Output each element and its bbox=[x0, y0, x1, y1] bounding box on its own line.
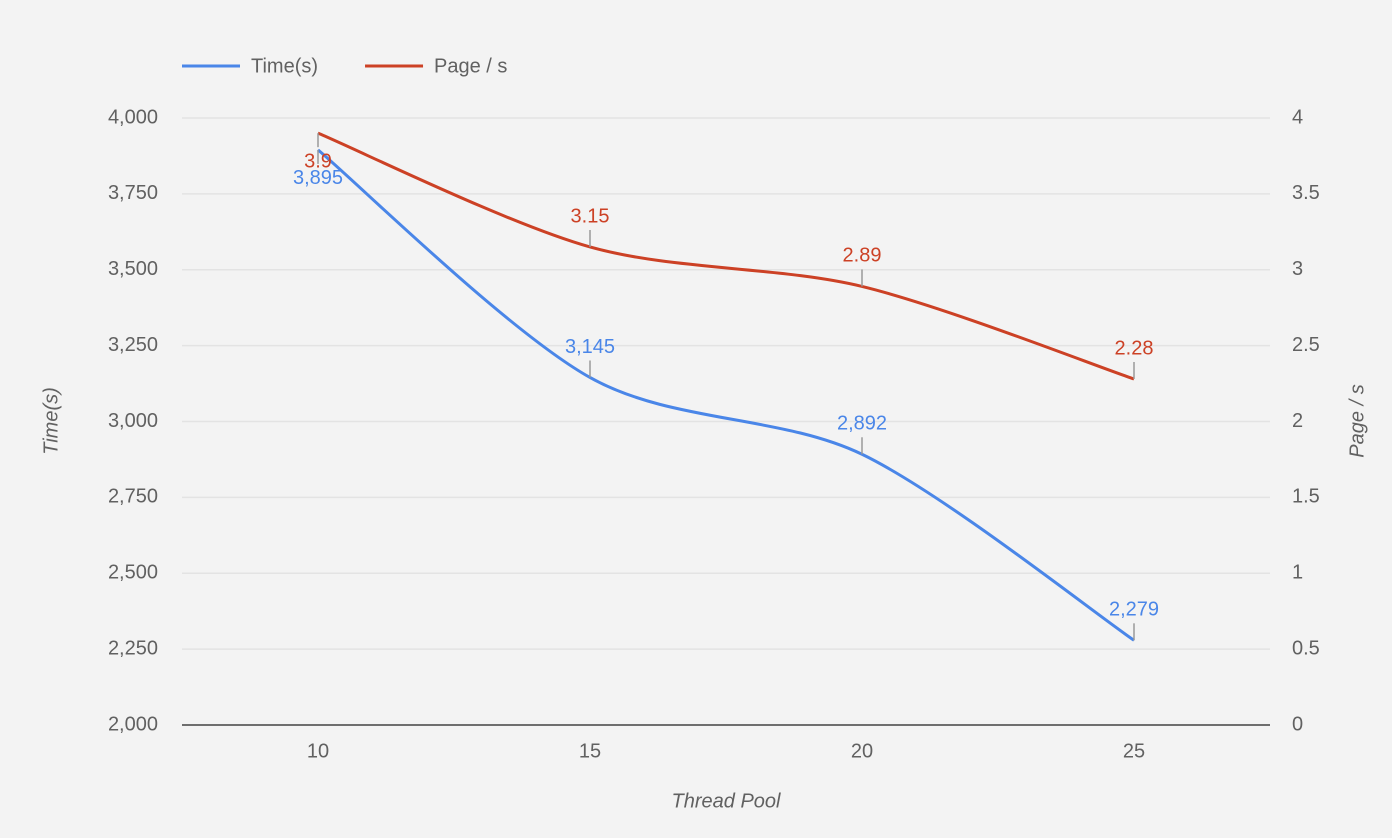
legend-label: Time(s) bbox=[251, 55, 318, 77]
data-label: 2,279 bbox=[1109, 599, 1159, 621]
series-line bbox=[317, 148, 1135, 642]
x-tick-label: 20 bbox=[851, 740, 873, 762]
data-label: 2.28 bbox=[1115, 337, 1154, 359]
y-tick-label: 2,250 bbox=[108, 637, 158, 659]
y-tick-label: 3,750 bbox=[108, 182, 158, 204]
data-label: 2,892 bbox=[837, 413, 887, 435]
y2-tick-label: 2 bbox=[1292, 410, 1303, 432]
x-tick-label: 10 bbox=[307, 740, 329, 762]
y-tick-label: 3,250 bbox=[108, 334, 158, 356]
y2-tick-label: 1 bbox=[1292, 562, 1303, 584]
data-label: 3.9 bbox=[304, 150, 332, 172]
y-tick-label: 3,500 bbox=[108, 258, 158, 280]
data-label: 3.15 bbox=[571, 205, 610, 227]
y-tick-label: 2,500 bbox=[108, 562, 158, 584]
y2-tick-label: 2.5 bbox=[1292, 334, 1320, 356]
y2-axis-title: Page / s bbox=[1346, 384, 1368, 457]
data-label: 3,145 bbox=[565, 336, 615, 358]
y-tick-label: 2,750 bbox=[108, 486, 158, 508]
y-tick-label: 4,000 bbox=[108, 106, 158, 128]
x-tick-label: 25 bbox=[1123, 740, 1145, 762]
y2-tick-label: 0 bbox=[1292, 713, 1303, 735]
y2-tick-label: 0.5 bbox=[1292, 637, 1320, 659]
data-label: 3,895 bbox=[293, 167, 343, 189]
y-tick-label: 3,000 bbox=[108, 410, 158, 432]
y-axis-title: Time(s) bbox=[40, 387, 62, 455]
series-line bbox=[317, 131, 1135, 381]
x-tick-label: 15 bbox=[579, 740, 601, 762]
x-axis-title: Thread Pool bbox=[672, 790, 782, 812]
data-label: 2.89 bbox=[843, 245, 882, 267]
y2-tick-label: 3 bbox=[1292, 258, 1303, 280]
y2-tick-label: 3.5 bbox=[1292, 182, 1320, 204]
y2-tick-label: 1.5 bbox=[1292, 486, 1320, 508]
legend-label: Page / s bbox=[434, 55, 507, 77]
y2-tick-label: 4 bbox=[1292, 106, 1303, 128]
y-tick-label: 2,000 bbox=[108, 713, 158, 735]
